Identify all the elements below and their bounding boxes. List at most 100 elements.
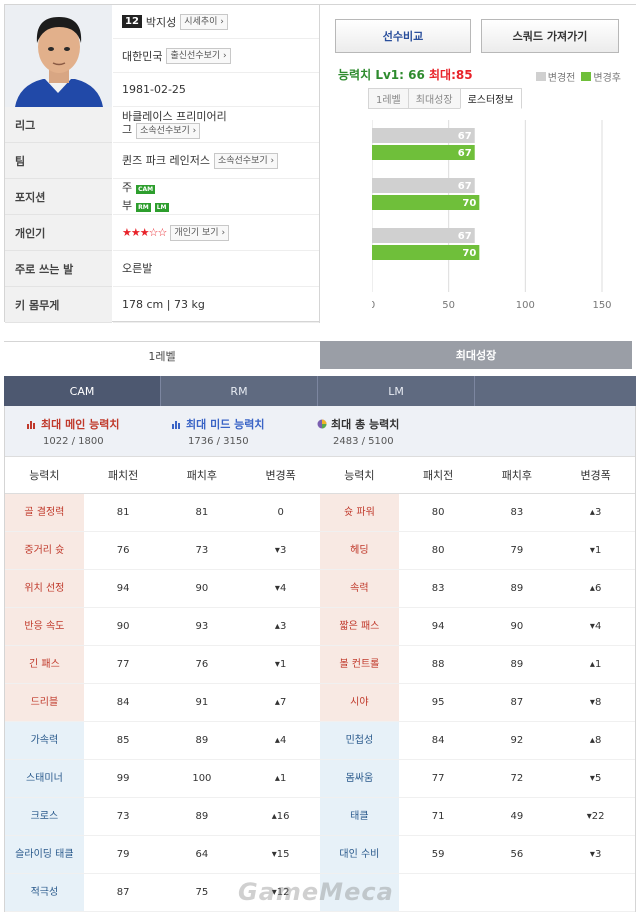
nation-players-button[interactable]: 출신선수보기 › — [166, 47, 231, 64]
stat-before: 94 — [431, 620, 445, 632]
stat-before: 79 — [116, 848, 130, 860]
squad-button[interactable]: 스쿼드 가져가기 — [481, 19, 619, 53]
team-name: 퀸즈 파크 레인저스 — [122, 154, 210, 167]
x-tick-label: 150 — [592, 300, 611, 311]
info-values: 바클레이스 프리미어리 그 소속선수보기 › 퀸즈 파크 레인저스 소속선수보기 … — [113, 107, 319, 323]
stat-name: 중거리 슛 — [5, 532, 84, 569]
header-before-left: 패치전 — [107, 469, 139, 482]
ability-max: 최대:85 — [429, 68, 473, 82]
value-position: 주 CAM 부 RM LM — [113, 179, 319, 215]
league-name-line2: 그 — [122, 123, 133, 136]
stat-name: 스태미너 — [5, 760, 84, 797]
bar-rm-after — [372, 195, 480, 210]
stat-name: 크로스 — [5, 798, 84, 835]
bar-value-label: 70 — [462, 198, 476, 209]
stat-before: 87 — [116, 886, 130, 898]
position-tab-cam[interactable]: CAM — [4, 376, 161, 406]
player-photo — [5, 5, 112, 107]
stat-change: ▾3 — [589, 848, 602, 860]
header-after-right: 패치후 — [501, 469, 533, 482]
label-position: 포지션 — [5, 179, 112, 215]
tab-roster-info[interactable]: 로스터정보 — [459, 88, 522, 109]
bar-value-label: 67 — [458, 231, 472, 242]
stat-before: 59 — [431, 848, 445, 860]
stat-before: 84 — [431, 734, 445, 746]
header-stat-right: 능력치 — [344, 469, 375, 482]
table-row: 드리블 84 91 ▴7 시야 95 87 ▾8 — [5, 684, 635, 722]
stat-change: ▴3 — [274, 620, 287, 632]
league-name-line1: 바클레이스 프리미어리 — [122, 110, 227, 123]
header-change-right: 변경폭 — [580, 469, 611, 482]
stat-change: ▴8 — [589, 734, 602, 746]
stat-name: 몸싸움 — [320, 760, 399, 797]
label-foot: 주로 쓰는 발 — [5, 251, 112, 287]
label-team: 팀 — [5, 143, 112, 179]
stat-after: 89 — [195, 810, 209, 822]
stat-name: 골 결정력 — [5, 494, 84, 531]
birthdate-row: 1981-02-25 — [113, 73, 319, 107]
max-total-value: 2483 / 5100 — [333, 436, 394, 447]
stat-name: 태클 — [320, 798, 399, 835]
value-foot: 오른발 — [113, 251, 319, 287]
tab-max-growth[interactable]: 최대성장 — [407, 88, 461, 109]
label-body: 키 몸무게 — [5, 287, 112, 323]
header-change-left: 변경폭 — [265, 469, 296, 482]
position-tab-rm[interactable]: RM — [161, 376, 318, 406]
market-trend-button[interactable]: 시세추이 › — [180, 13, 228, 30]
stat-name: 적극성 — [5, 874, 84, 911]
ability-tabs: 1레벨 최대성장 로스터정보 — [368, 88, 522, 109]
nation-row: 대한민국 출신선수보기 › — [113, 39, 319, 73]
table-row: 위치 선정 94 90 ▾4 속력 83 89 ▴6 — [5, 570, 635, 608]
position-tab-empty — [475, 376, 632, 406]
name-row: 12 박지성 시세추이 › — [113, 5, 319, 39]
stat-change: ▴16 — [271, 810, 290, 822]
stat-after: 89 — [510, 658, 524, 670]
chart-legend: 변경전 변경후 — [530, 69, 621, 84]
stat-after: 83 — [510, 506, 524, 518]
header-after-left: 패치후 — [186, 469, 218, 482]
stat-change: 0 — [277, 506, 284, 518]
stat-name — [320, 874, 399, 911]
label-league: 리그 — [5, 107, 112, 143]
stat-name: 드리블 — [5, 684, 84, 721]
legend-after-label: 변경후 — [593, 73, 621, 84]
ability-label: 능력치 — [338, 68, 372, 82]
ability-bar-chart: 050100150CAM6767RM6770LM6770 — [372, 120, 612, 311]
stat-name: 긴 패스 — [5, 646, 84, 683]
main-position-label: 주 — [122, 181, 133, 194]
player-nation: 대한민국 — [122, 49, 163, 63]
stat-after: 87 — [510, 696, 524, 708]
max-ability-summary: 최대 메인 능력치 1022 / 1800 최대 미드 능력치 1736 / 3… — [4, 406, 636, 456]
stat-before: 88 — [431, 658, 445, 670]
max-mid-ability: 최대 미드 능력치 1736 / 3150 — [172, 416, 265, 447]
stat-after: 92 — [510, 734, 524, 746]
x-tick-label: 0 — [372, 300, 375, 311]
table-row: 크로스 73 89 ▴16 태클 71 49 ▾22 — [5, 798, 635, 836]
bar-chart-icon — [27, 419, 37, 429]
x-tick-label: 50 — [442, 300, 455, 311]
tab-max-growth-large[interactable]: 최대성장 — [320, 341, 632, 369]
position-tab-lm[interactable]: LM — [318, 376, 475, 406]
ability-summary: 능력치 Lv1: 66 최대:85 — [338, 66, 473, 83]
stat-before: 77 — [431, 772, 445, 784]
stat-change: ▾22 — [586, 810, 605, 822]
stat-after: 90 — [510, 620, 524, 632]
team-players-button[interactable]: 소속선수보기 › — [213, 152, 279, 169]
stat-name: 짧은 패스 — [320, 608, 399, 645]
stat-after: 89 — [510, 582, 524, 594]
player-name: 박지성 — [145, 15, 177, 29]
stat-name: 대인 수비 — [320, 836, 399, 873]
compare-button[interactable]: 선수비교 — [335, 19, 471, 53]
stat-after: 81 — [195, 506, 209, 518]
ability-lv: Lv1: 66 — [375, 68, 425, 82]
max-main-ability: 최대 메인 능력치 1022 / 1800 — [27, 416, 120, 447]
tab-level1[interactable]: 1레벨 — [368, 88, 409, 109]
table-row: 중거리 슛 76 73 ▾3 헤딩 80 79 ▾1 — [5, 532, 635, 570]
stat-after: 90 — [195, 582, 209, 594]
tab-level-1[interactable]: 1레벨 — [4, 341, 320, 369]
table-row: 긴 패스 77 76 ▾1 볼 컨트롤 88 89 ▴1 — [5, 646, 635, 684]
league-players-button[interactable]: 소속선수보기 › — [136, 123, 201, 139]
skill-view-button[interactable]: 개인기 보기 › — [170, 224, 230, 241]
stat-change: ▴6 — [589, 582, 602, 594]
bar-value-label: 67 — [458, 181, 472, 192]
